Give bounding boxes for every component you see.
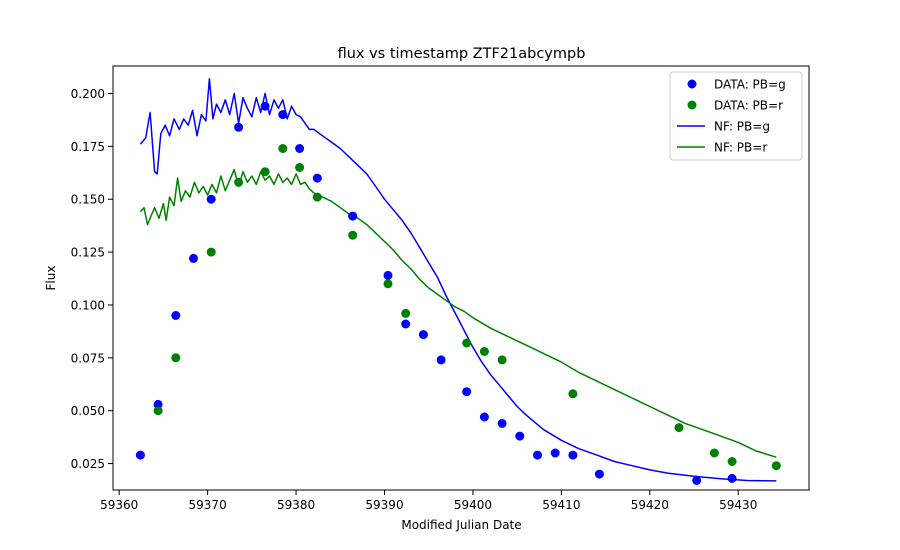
legend-marker-r-data xyxy=(687,100,697,110)
data-point-data-pb-r xyxy=(234,177,244,187)
data-points xyxy=(135,101,781,485)
data-point-data-pb-r xyxy=(497,355,507,365)
data-point-data-pb-g xyxy=(189,253,198,263)
model-lines xyxy=(139,77,777,482)
data-point-data-pb-g xyxy=(418,330,428,340)
data-point-data-pb-g xyxy=(312,173,322,183)
y-axis-ticks: 0.025 0.050 0.075 0.100 0.125 0.150 0.175 0.200 xyxy=(71,87,113,471)
data-point-data-pb-g xyxy=(234,122,244,132)
data-point-data-pb-g xyxy=(383,270,393,280)
legend-marker-g-data xyxy=(687,79,697,89)
legend: DATA: PB=g DATA: PB=r NF: PB=g NF: PB=r xyxy=(669,71,803,161)
x-tick-label: 59390 xyxy=(365,498,403,512)
data-point-data-pb-g xyxy=(153,399,163,409)
data-point-data-pb-r xyxy=(171,353,181,363)
legend-label-g-data: DATA: PB=g xyxy=(714,78,786,92)
data-point-data-pb-g xyxy=(692,476,702,485)
data-point-data-pb-g xyxy=(594,469,604,479)
data-point-data-pb-r xyxy=(479,347,489,356)
data-point-data-pb-r xyxy=(383,279,393,289)
data-point-data-pb-r xyxy=(153,406,163,416)
data-point-data-pb-g xyxy=(479,412,489,422)
y-tick-label: 0.175 xyxy=(71,140,105,154)
y-tick-label: 0.200 xyxy=(71,87,105,101)
data-point-data-pb-g xyxy=(348,211,358,221)
data-point-data-pb-r xyxy=(727,457,737,466)
y-tick-label: 0.150 xyxy=(71,193,105,207)
data-point-data-pb-g xyxy=(295,144,305,153)
data-point-data-pb-g xyxy=(436,355,446,365)
data-point-data-pb-g xyxy=(550,448,560,458)
data-point-data-pb-g xyxy=(533,450,542,460)
x-tick-label: 59430 xyxy=(719,498,757,512)
data-point-data-pb-g xyxy=(515,431,525,441)
data-point-data-pb-r xyxy=(295,163,305,172)
data-point-data-pb-g xyxy=(727,473,737,483)
series-line-nf-pb-g xyxy=(139,77,777,482)
x-tick-label: 59370 xyxy=(189,498,227,512)
data-point-data-pb-r xyxy=(348,230,358,240)
legend-label-r-model: NF: PB=r xyxy=(714,141,767,155)
data-point-data-pb-g xyxy=(568,450,578,460)
legend-label-g-model: NF: PB=g xyxy=(714,120,770,134)
data-point-data-pb-r xyxy=(674,423,684,433)
data-point-data-pb-r xyxy=(462,338,472,348)
y-tick-label: 0.075 xyxy=(71,351,105,365)
data-point-data-pb-r xyxy=(312,192,322,202)
y-tick-label: 0.100 xyxy=(71,298,105,312)
y-axis-label: Flux xyxy=(44,266,58,291)
data-point-data-pb-g xyxy=(206,194,216,204)
y-tick-label: 0.050 xyxy=(71,404,105,418)
series-line-nf-pb-r xyxy=(139,168,777,458)
plot-frame xyxy=(112,65,810,491)
data-point-data-pb-g xyxy=(401,319,411,329)
data-point-data-pb-r xyxy=(771,461,781,471)
data-point-data-pb-g xyxy=(260,101,270,111)
y-tick-label: 0.125 xyxy=(71,246,105,260)
data-point-data-pb-g xyxy=(278,110,288,120)
data-point-data-pb-r xyxy=(709,448,719,458)
x-tick-label: 59360 xyxy=(100,498,138,512)
x-tick-label: 59400 xyxy=(454,498,492,512)
data-point-data-pb-r xyxy=(278,144,288,153)
chart-title: flux vs timestamp ZTF21abcympb xyxy=(338,46,586,62)
data-point-data-pb-r xyxy=(401,308,411,318)
y-tick-label: 0.025 xyxy=(71,457,105,471)
data-point-data-pb-r xyxy=(568,389,578,399)
x-axis-label: Modified Julian Date xyxy=(401,518,521,532)
data-point-data-pb-g xyxy=(462,387,472,397)
legend-label-r-data: DATA: PB=r xyxy=(714,99,783,113)
data-point-data-pb-r xyxy=(260,167,270,177)
data-point-data-pb-g xyxy=(497,418,507,428)
legend-box xyxy=(669,71,803,161)
data-point-data-pb-g xyxy=(171,311,181,320)
x-axis-ticks: 59360 59370 59380 59390 59400 59410 59420 59430 xyxy=(100,490,757,512)
data-point-data-pb-r xyxy=(206,247,216,257)
x-tick-label: 59380 xyxy=(277,498,315,512)
data-point-data-pb-g xyxy=(135,450,145,460)
x-tick-label: 59420 xyxy=(631,498,669,512)
x-tick-label: 59410 xyxy=(542,498,580,512)
